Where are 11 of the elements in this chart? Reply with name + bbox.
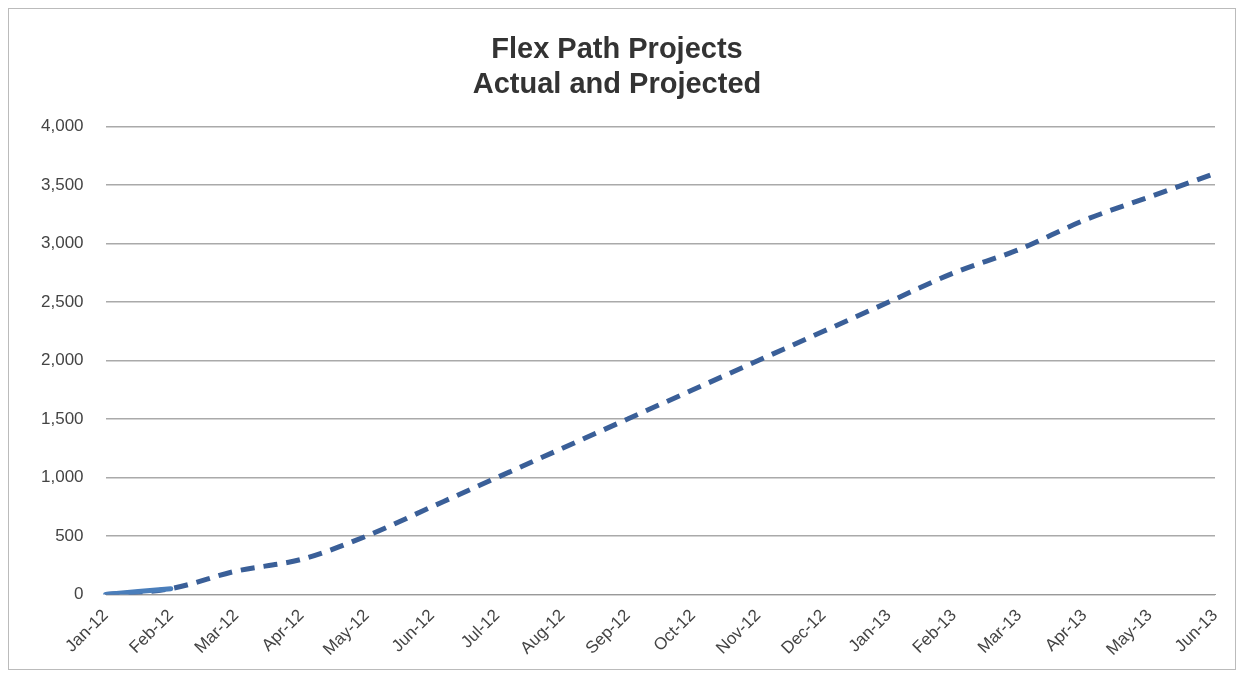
y-tick-label: 2,500 — [40, 291, 84, 311]
y-tick-label: 3,500 — [40, 174, 84, 194]
text: Flex Path Projects — [491, 32, 743, 65]
y-tick-label: 0 — [74, 584, 84, 604]
y-tick-label: 3,000 — [40, 233, 84, 253]
y-tick-label: 1,500 — [40, 408, 84, 428]
y-tick-label: 1,000 — [40, 467, 84, 487]
y-tick-label: 500 — [55, 525, 84, 545]
y-tick-label: 4,000 — [40, 116, 84, 136]
text: Actual and Projected — [472, 67, 762, 100]
y-tick-label: 2,000 — [40, 350, 84, 370]
